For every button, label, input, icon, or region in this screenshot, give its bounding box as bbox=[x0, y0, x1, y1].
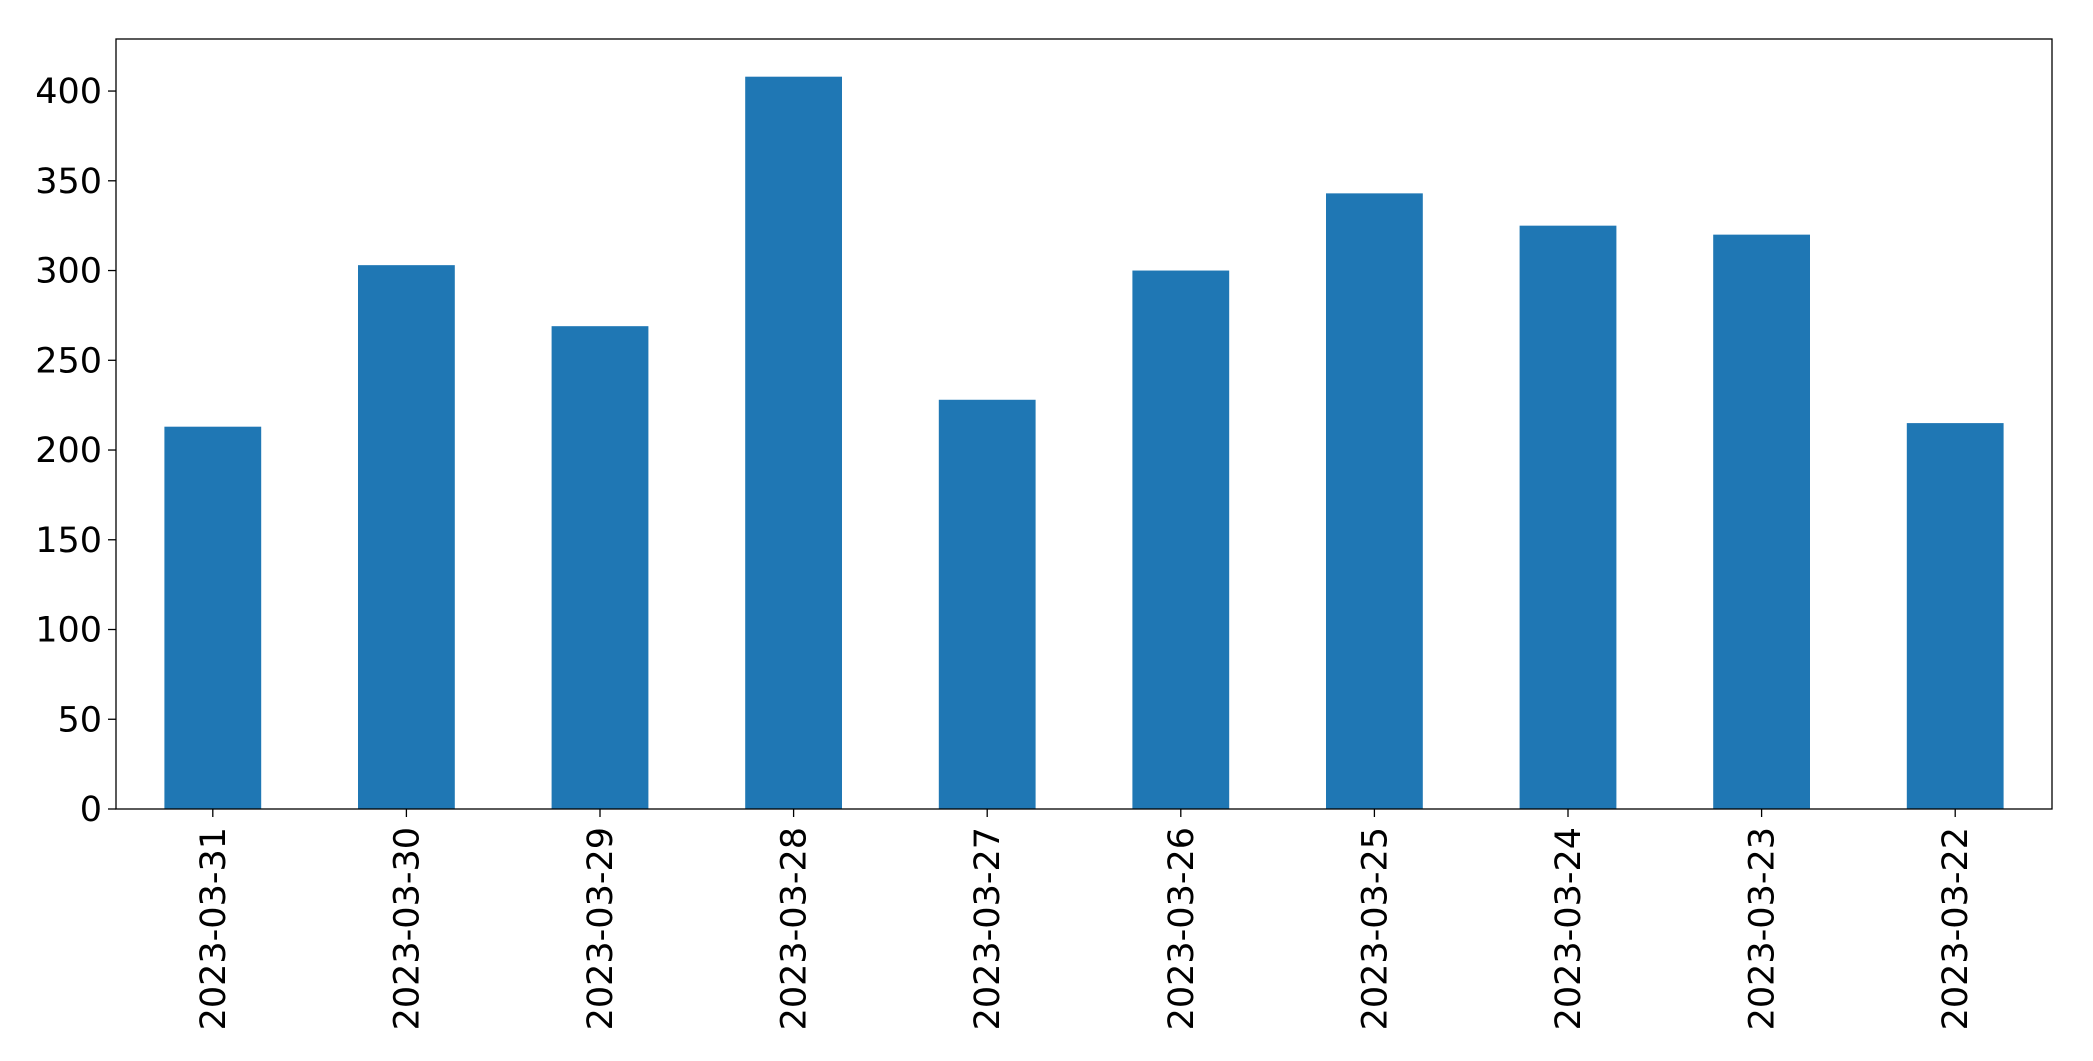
y-tick-label: 0 bbox=[80, 790, 102, 830]
bar bbox=[938, 399, 1036, 809]
y-tick-label: 400 bbox=[35, 72, 102, 112]
x-tick-label: 2023-03-30 bbox=[387, 827, 427, 1030]
bar bbox=[1132, 270, 1230, 809]
bar bbox=[1906, 423, 2004, 809]
bar bbox=[1326, 193, 1423, 809]
bar bbox=[1713, 234, 1810, 810]
bar bbox=[551, 326, 649, 809]
plot-frame bbox=[115, 38, 2053, 810]
bar bbox=[745, 76, 842, 809]
x-tick-label: 2023-03-24 bbox=[1549, 827, 1589, 1030]
y-tick-label: 200 bbox=[35, 431, 102, 471]
x-tick-label: 2023-03-29 bbox=[581, 827, 621, 1030]
y-tick-label: 250 bbox=[35, 341, 102, 381]
x-tick-label: 2023-03-26 bbox=[1162, 827, 1202, 1030]
y-tick-label: 350 bbox=[35, 162, 102, 202]
x-tick-label: 2023-03-31 bbox=[194, 827, 234, 1030]
y-tick-label: 100 bbox=[35, 611, 102, 651]
bar bbox=[164, 426, 262, 809]
bar bbox=[358, 265, 455, 810]
x-tick-label: 2023-03-27 bbox=[968, 827, 1008, 1030]
x-tick-label: 2023-03-23 bbox=[1743, 827, 1783, 1030]
y-tick-label: 50 bbox=[57, 700, 102, 740]
x-tick-label: 2023-03-25 bbox=[1355, 827, 1395, 1030]
y-tick-label: 300 bbox=[35, 252, 102, 292]
y-tick-label: 150 bbox=[35, 521, 102, 561]
x-tick-label: 2023-03-28 bbox=[775, 827, 815, 1030]
x-tick-label: 2023-03-22 bbox=[1936, 827, 1976, 1030]
bar bbox=[1519, 225, 1617, 809]
